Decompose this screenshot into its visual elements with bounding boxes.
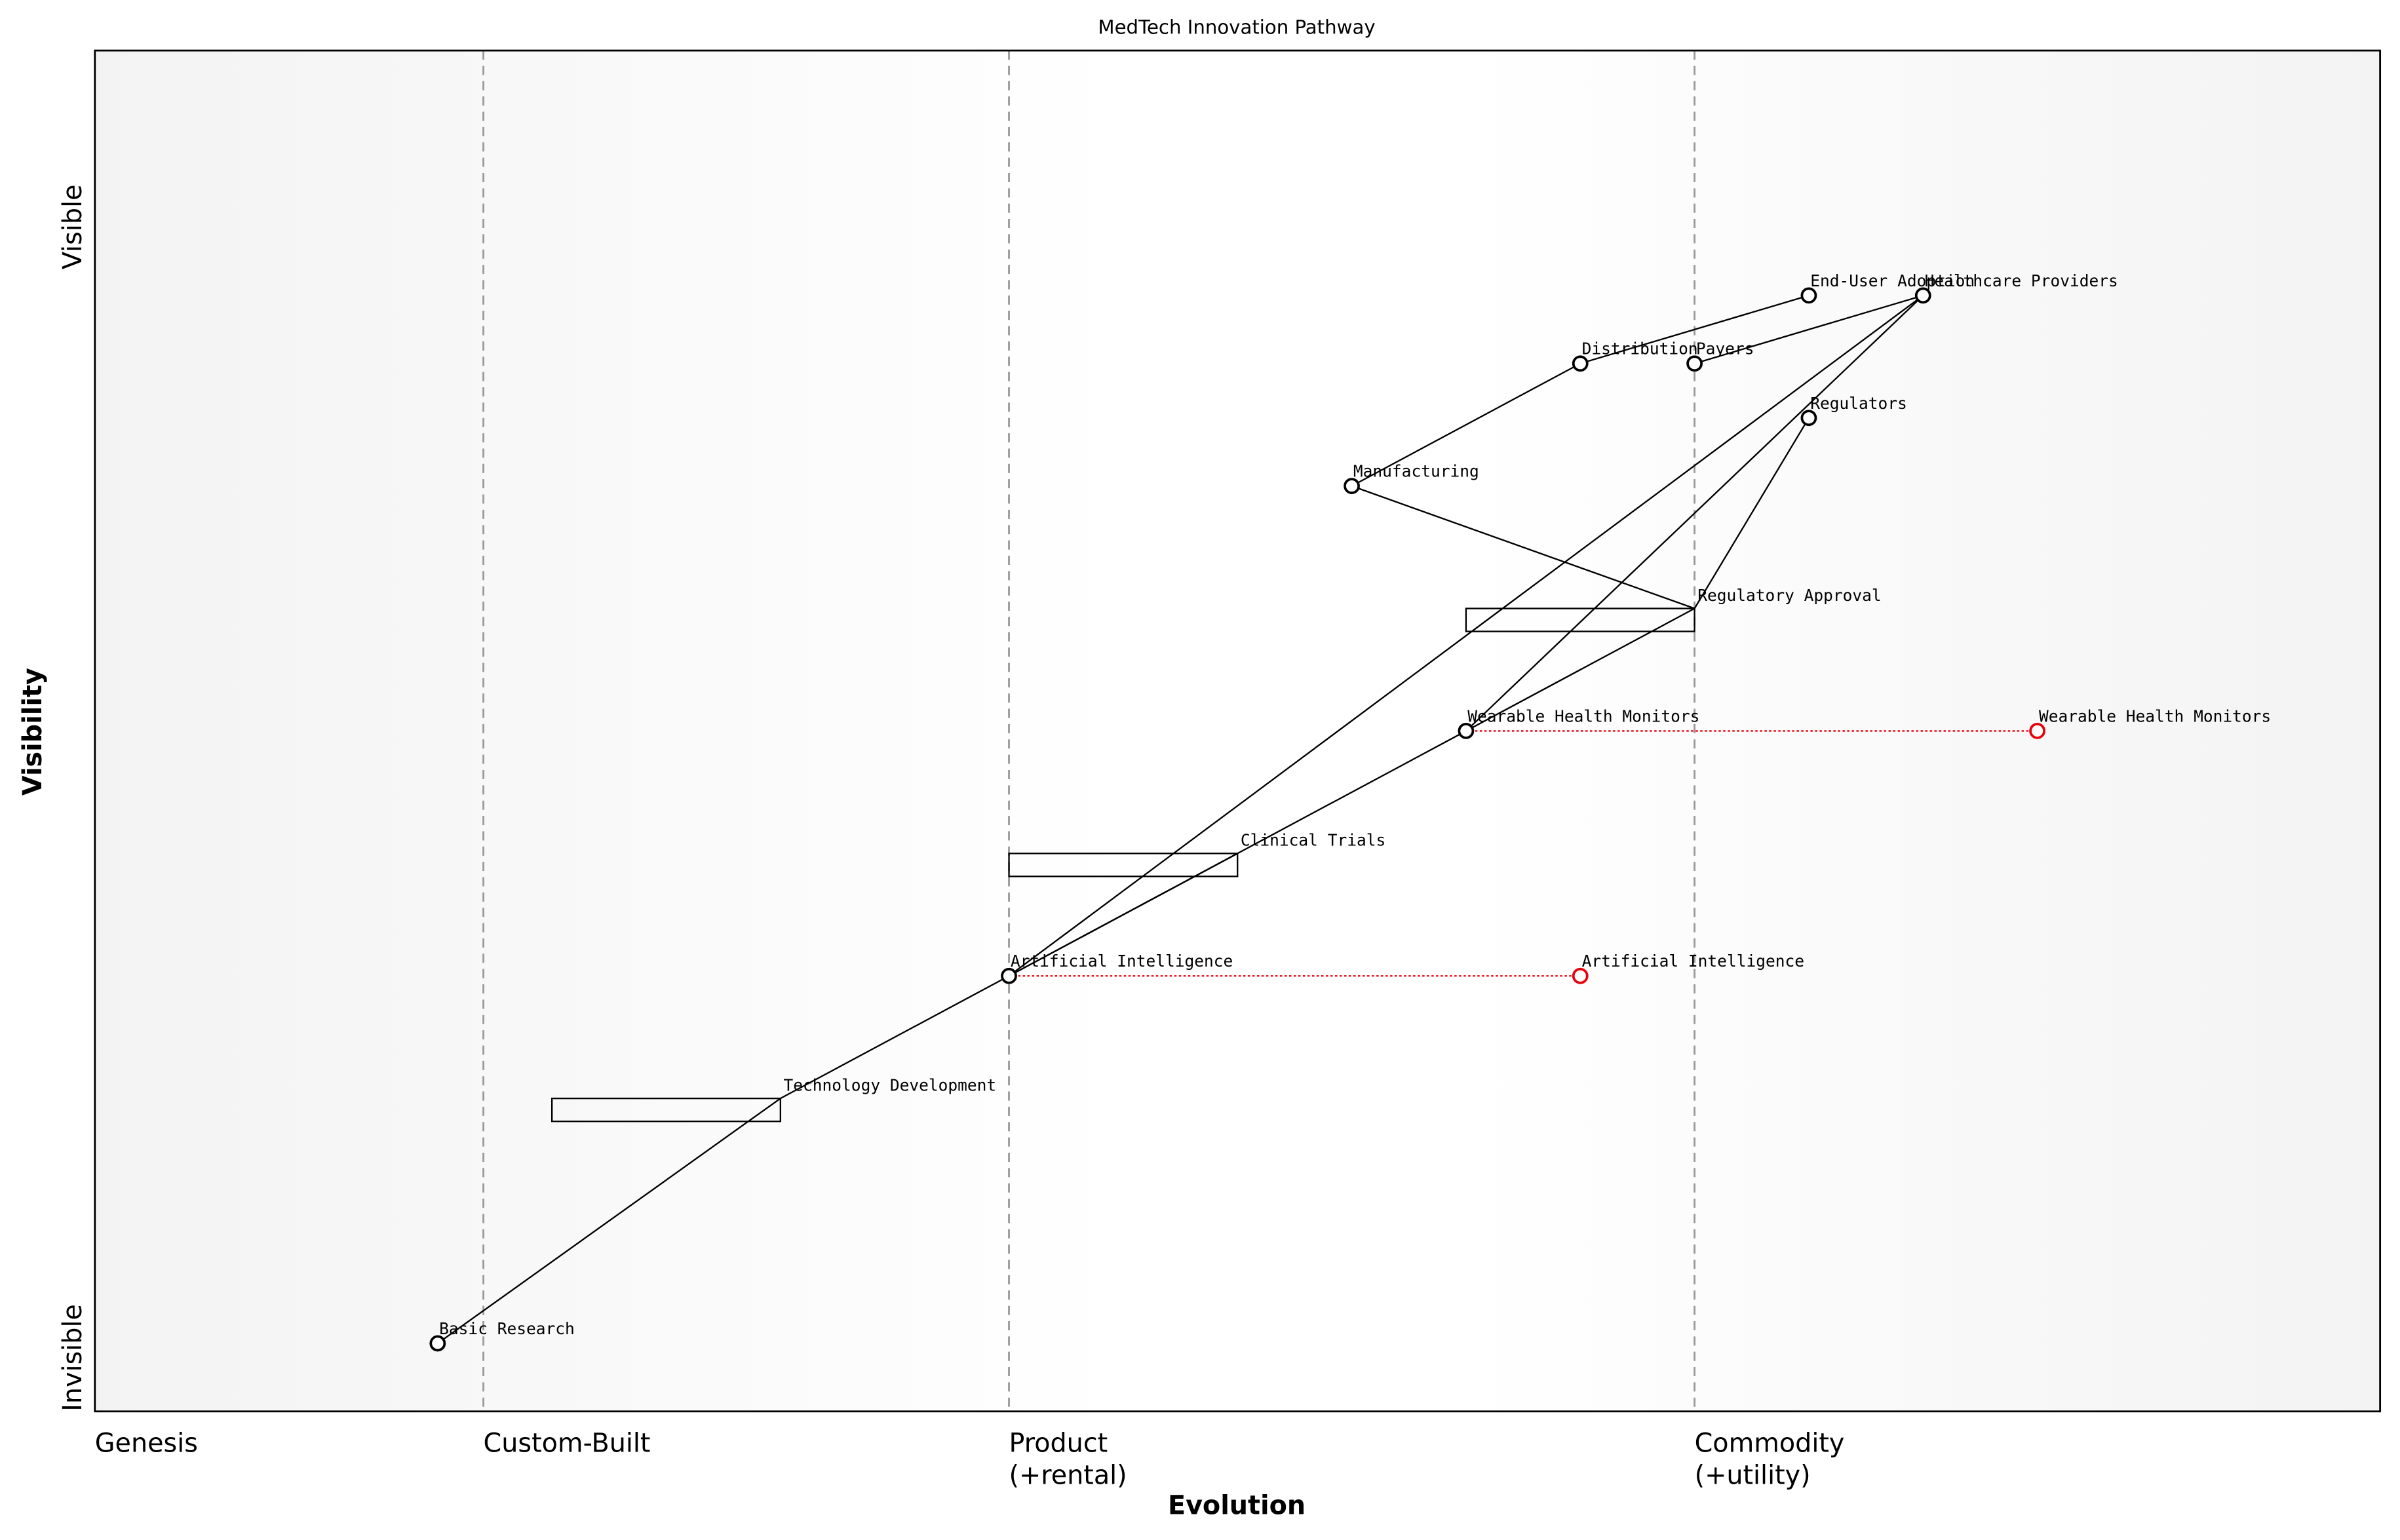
y-axis-label: Visibility — [18, 668, 48, 796]
component — [1458, 723, 1475, 739]
stage-label: (+rental) — [1009, 1461, 1127, 1491]
component — [1001, 967, 1017, 984]
link — [437, 1098, 781, 1344]
plot-frame — [94, 49, 2382, 1413]
component-label: Artificial Intelligence — [1011, 952, 1233, 971]
component-label: Manufacturing — [1353, 462, 1479, 481]
evolved-component — [2029, 723, 2045, 739]
stage-label: (+utility) — [1695, 1461, 1811, 1491]
component-label: Wearable Health Monitors — [1467, 706, 1699, 725]
link — [1351, 485, 1695, 609]
link — [1008, 294, 1924, 977]
pipeline-label: Technology Development — [784, 1075, 997, 1094]
component-label: Regulators — [1810, 394, 1907, 413]
pipeline-label: Regulatory Approval — [1697, 586, 1881, 605]
chart-title: MedTech Innovation Pathway — [1098, 16, 1375, 38]
link — [1465, 295, 1924, 732]
stage-label: Commodity — [1695, 1429, 1845, 1459]
component — [1800, 410, 1817, 427]
component-label: Basic Research — [439, 1319, 575, 1338]
component-label: End-User Adoption — [1810, 271, 1975, 290]
component-label: Distribution — [1582, 339, 1698, 358]
pipeline — [1465, 607, 1695, 632]
pipeline — [551, 1097, 782, 1123]
link — [1694, 417, 1810, 609]
component — [1914, 287, 1931, 304]
component — [1572, 355, 1589, 372]
link — [1351, 362, 1581, 487]
evolved-component — [1572, 967, 1589, 984]
y-high-label: Visible — [58, 184, 88, 269]
component-label: Payers — [1696, 339, 1754, 358]
component — [1686, 355, 1703, 372]
stage-label: Genesis — [95, 1429, 198, 1459]
link — [1465, 607, 1695, 732]
component — [1800, 287, 1817, 304]
component-label: Healthcare Providers — [1925, 271, 2118, 290]
link — [1694, 294, 1924, 364]
stage-label: Product — [1009, 1429, 1108, 1459]
link — [780, 975, 1010, 1100]
link — [1579, 294, 1810, 364]
pipeline — [1008, 853, 1239, 877]
y-low-label: Invisible — [58, 1304, 88, 1412]
stage-label: Custom-Built — [484, 1429, 651, 1459]
x-axis-label: Evolution — [1168, 1490, 1306, 1520]
evolved-label: Wearable Health Monitors — [2039, 706, 2271, 725]
component — [429, 1335, 446, 1352]
evolved-label: Artificial Intelligence — [1582, 952, 1804, 971]
pipeline-label: Clinical Trials — [1241, 831, 1385, 850]
component — [1344, 478, 1360, 495]
